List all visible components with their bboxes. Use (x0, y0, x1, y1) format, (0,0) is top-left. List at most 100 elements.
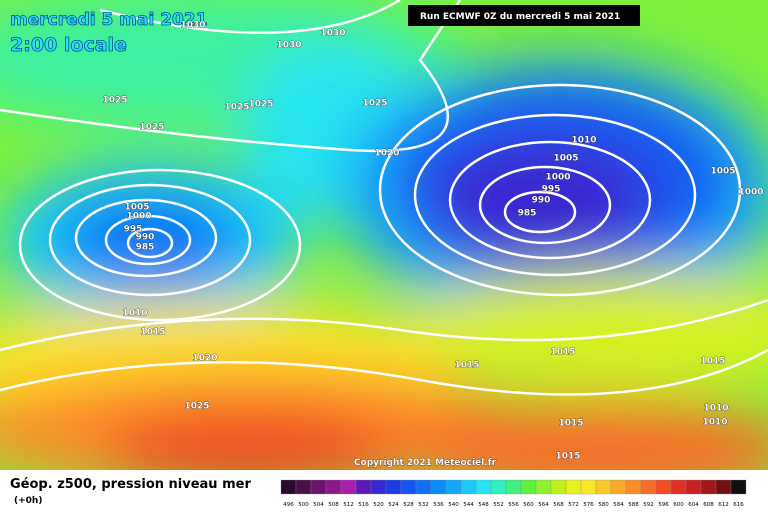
colorbar-cell (310, 479, 327, 495)
colorbar-label: 600 (673, 502, 684, 508)
colorbar-label: 584 (613, 502, 624, 508)
isobar-label: 1015 (550, 348, 575, 358)
colorbar-cell (400, 479, 417, 495)
colorbar-cell (550, 479, 567, 495)
colorbar-label: 592 (643, 502, 654, 508)
colorbar-label: 524 (388, 502, 399, 508)
colorbar-cell (295, 479, 312, 495)
colorbar-label: 528 (403, 502, 414, 508)
colorbar-cell (625, 479, 642, 495)
legend-title: Géop. z500, pression niveau mer (10, 477, 251, 492)
isobar-label: 995 (124, 225, 143, 235)
isobar-label: 1000 (738, 188, 763, 198)
isobar-label: 1005 (124, 203, 149, 213)
colorbar-cell (580, 479, 597, 495)
colorbar-cell (370, 479, 387, 495)
isobar-label: 1030 (276, 41, 301, 51)
colorbar-label: 608 (703, 502, 714, 508)
colorbar-label: 548 (478, 502, 489, 508)
colorbar-label: 500 (298, 502, 309, 508)
isobars (0, 0, 768, 396)
colorbar-cell (325, 479, 342, 495)
colorbar-cell (490, 479, 507, 495)
colorbar-cell (535, 479, 552, 495)
colorbar-cell (445, 479, 462, 495)
colorbar-cell (340, 479, 357, 495)
colorbar-label: 612 (718, 502, 729, 508)
colorbar-label: 588 (628, 502, 639, 508)
colorbar-label: 504 (313, 502, 324, 508)
colorbar-cell (670, 479, 687, 495)
colorbar-cell (475, 479, 492, 495)
colorbar-cell (505, 479, 522, 495)
isobar-label: 1010 (122, 309, 147, 319)
isobar-label: 1025 (102, 96, 127, 106)
isobar-label: 1005 (710, 167, 735, 177)
isobar-label: 1010 (571, 136, 596, 146)
colorbar-label: 540 (448, 502, 459, 508)
colorbar-label: 496 (283, 502, 294, 508)
colorbar-cell (520, 479, 537, 495)
colorbar-cell (610, 479, 627, 495)
colorbar-cell (355, 479, 372, 495)
isobar-label: 1030 (320, 29, 345, 39)
colorbar-cell (700, 479, 717, 495)
isobar-labels: 1030 1030 1030 1025 1025 1025 1025 1025 1020 1010… (102, 20, 764, 462)
colorbar-label: 560 (523, 502, 534, 508)
isobar-label: 990 (532, 196, 551, 206)
colorbar-label: 596 (658, 502, 669, 508)
isobar-label: 1015 (558, 419, 583, 429)
colorbar-label: 564 (538, 502, 549, 508)
isobar-label: 1025 (248, 100, 273, 110)
isobar-label: 985 (136, 243, 155, 253)
colorbar-label: 544 (463, 502, 474, 508)
local-time: 2:00 locale (10, 34, 127, 56)
isobar-label: 1025 (362, 99, 387, 109)
colorbar: 496 500 504 508 512 516 520 524 528 532 536 540 544 5… (280, 479, 747, 508)
colorbar-cell (595, 479, 612, 495)
isobar-label: 1000 (545, 173, 570, 183)
isobar-label: 1030 (180, 21, 205, 31)
legend-step: (+0h) (14, 496, 42, 506)
colorbar-label: 580 (598, 502, 609, 508)
isobar-label: 1015 (140, 328, 165, 338)
isobar-label: 1020 (192, 354, 217, 364)
isobar-label: 1025 (184, 402, 209, 412)
colorbar-cell (430, 479, 447, 495)
colorbar-cell (685, 479, 702, 495)
colorbar-label: 576 (583, 502, 594, 508)
isobar-label: 985 (518, 209, 537, 219)
colorbar-cell (715, 479, 732, 495)
copyright: Copyright 2021 Meteociel.fr (354, 458, 497, 468)
isobar-label: 1010 (702, 418, 727, 428)
colorbar-cell (565, 479, 582, 495)
colorbar-label: 520 (373, 502, 384, 508)
colorbar-label: 572 (568, 502, 579, 508)
colorbar-cell (640, 479, 657, 495)
isobar-label: 1020 (374, 149, 399, 159)
colorbar-label: 604 (688, 502, 699, 508)
colorbar-cell (415, 479, 432, 495)
run-label: Run ECMWF 0Z du mercredi 5 mai 2021 (420, 12, 620, 22)
isobar-label: 1015 (555, 452, 580, 462)
colorbar-label: 552 (493, 502, 504, 508)
colorbar-cell (730, 479, 747, 495)
isobar-label: 1015 (700, 357, 725, 367)
isobar-label: 990 (136, 233, 155, 243)
date: mercredi 5 mai 2021 (10, 10, 208, 30)
isobar-label: 1025 (139, 123, 164, 133)
run-box (408, 5, 640, 26)
colorbar-cell (385, 479, 402, 495)
isobar-label: 995 (542, 185, 561, 195)
colorbar-label: 516 (358, 502, 369, 508)
colorbar-label: 536 (433, 502, 444, 508)
colorbar-label: 616 (733, 502, 744, 508)
colorbar-label: 556 (508, 502, 519, 508)
isobar-label: 1010 (703, 404, 728, 414)
colorbar-cell (655, 479, 672, 495)
isobar-label: 1005 (553, 154, 578, 164)
colorbar-cell (460, 479, 477, 495)
isobar-label: 1000 (126, 212, 151, 222)
isobar-label: 1015 (454, 361, 479, 371)
colorbar-label: 532 (418, 502, 429, 508)
